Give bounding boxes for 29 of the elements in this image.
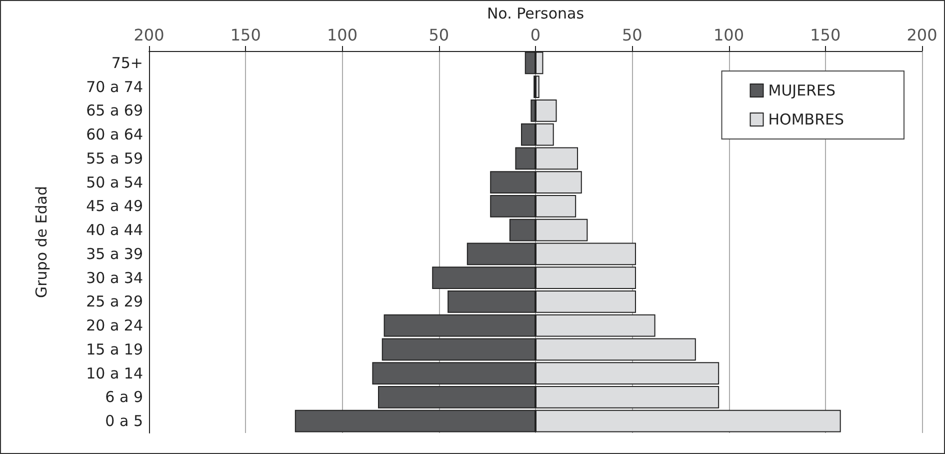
x-tick-label: 100 xyxy=(326,26,358,44)
y-tick-label: 75+ xyxy=(111,54,143,72)
y-tick-label: 65 a 69 xyxy=(86,102,143,120)
y-tick-label: 45 a 49 xyxy=(86,197,143,216)
y-tick-label: 25 a 29 xyxy=(86,292,143,311)
y-tick-label: 20 a 24 xyxy=(86,316,143,335)
y-tick-label: 30 a 34 xyxy=(86,268,143,287)
x-tick-label: 150 xyxy=(810,26,841,44)
x-tick-label: 0 xyxy=(530,26,541,44)
x-tick-label: 50 xyxy=(622,26,642,44)
x-tick-label: 200 xyxy=(134,26,164,44)
y-axis-title: Grupo de Edad xyxy=(32,186,50,298)
legend-label: MUJERES xyxy=(768,82,836,100)
y-tick-label: 40 a 44 xyxy=(86,221,143,240)
x-tick-label: 150 xyxy=(230,26,261,44)
y-tick-label: 15 a 19 xyxy=(86,340,143,358)
y-tick-label: 70 a 74 xyxy=(86,78,143,96)
legend-label: HOMBRES xyxy=(768,110,844,128)
y-tick-label: 10 a 14 xyxy=(86,364,143,382)
y-tick-label: 50 a 54 xyxy=(86,173,143,192)
y-tick-label: 35 a 39 xyxy=(86,244,143,263)
x-tick-label: 50 xyxy=(428,26,450,44)
y-tick-label: 0 a 5 xyxy=(105,412,143,430)
y-tick-label: 60 a 64 xyxy=(86,126,143,144)
x-axis-title: No. Personas xyxy=(486,4,584,22)
x-tick-label: 100 xyxy=(713,26,744,44)
y-tick-label: 6 a 9 xyxy=(105,388,143,406)
y-tick-label: 55 a 59 xyxy=(86,149,143,168)
x-tick-label: 200 xyxy=(906,26,938,44)
